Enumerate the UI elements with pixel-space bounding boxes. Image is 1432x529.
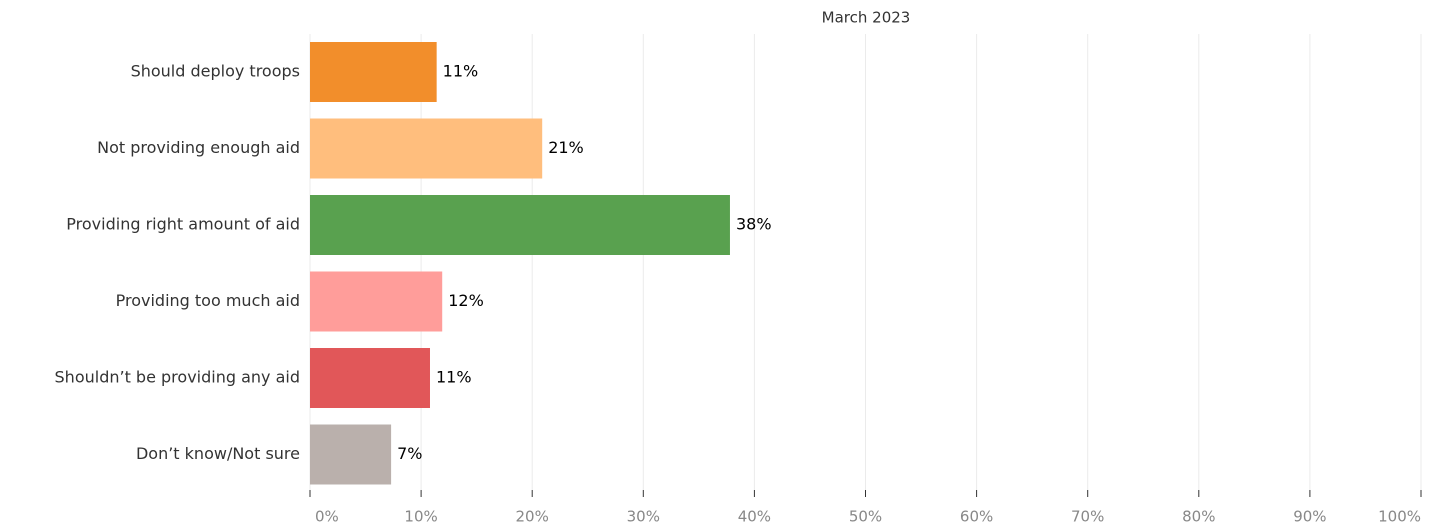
x-tick-label: 70% (1071, 508, 1104, 526)
value-label: 7% (397, 444, 422, 463)
x-tick-label: 40% (738, 508, 771, 526)
chart-title: March 2023 (822, 9, 911, 27)
x-tick-label: 90% (1293, 508, 1326, 526)
value-label: 38% (736, 215, 772, 234)
x-tick-label: 20% (516, 508, 549, 526)
x-tick-label: 30% (627, 508, 660, 526)
bar (310, 348, 430, 408)
y-tick-label: Providing right amount of aid (66, 215, 300, 234)
x-tick-label: 50% (849, 508, 882, 526)
y-tick-label: Should deploy troops (131, 62, 300, 81)
x-tick-label: 10% (404, 508, 437, 526)
x-tick-label: 100% (1378, 508, 1421, 526)
bar (310, 118, 543, 179)
value-label: 11% (443, 62, 479, 81)
y-tick-label: Not providing enough aid (97, 138, 300, 157)
value-label: 12% (448, 291, 484, 310)
value-label: 21% (548, 138, 584, 157)
bar (310, 271, 443, 332)
y-tick-label: Don’t know/Not sure (136, 444, 300, 463)
bar (310, 424, 392, 485)
x-tick-label: 60% (960, 508, 993, 526)
y-tick-label: Providing too much aid (116, 291, 300, 310)
x-tick-label: 0% (315, 508, 339, 526)
y-tick-label: Shouldn’t be providing any aid (55, 368, 300, 387)
bar (310, 42, 437, 102)
bar (310, 195, 730, 255)
value-label: 11% (436, 368, 472, 387)
x-tick-label: 80% (1182, 508, 1215, 526)
